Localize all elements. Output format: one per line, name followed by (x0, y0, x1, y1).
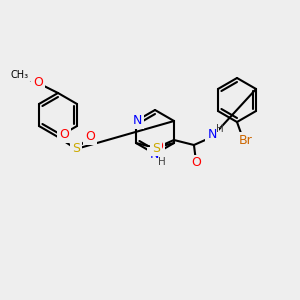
Text: O: O (59, 128, 69, 142)
Text: O: O (85, 130, 95, 143)
Text: Br: Br (239, 134, 253, 146)
Text: O: O (191, 157, 201, 169)
Text: O: O (33, 76, 43, 89)
Text: CH₃: CH₃ (11, 70, 29, 80)
Text: S: S (72, 142, 80, 155)
Text: S: S (152, 142, 160, 154)
Text: N: N (149, 148, 159, 161)
Text: H: H (158, 157, 166, 167)
Text: N: N (132, 115, 142, 128)
Text: O: O (153, 140, 163, 154)
Text: N: N (207, 128, 217, 142)
Text: H: H (216, 124, 224, 134)
